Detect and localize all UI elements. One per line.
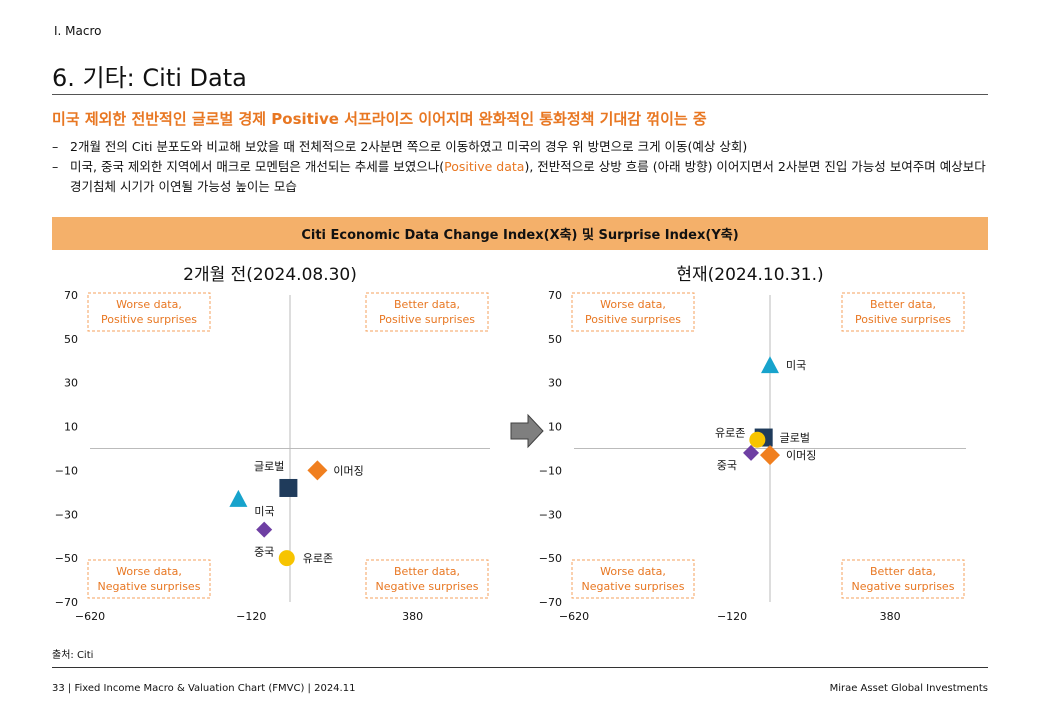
point-label: 미국 [254,505,274,518]
point-label: 중국 [717,459,737,472]
bullet-dash: – [52,159,59,174]
x-tick-label: 380 [880,610,901,623]
chart-title: 현재(2024.10.31.) [676,265,823,285]
quadrant-box [571,559,695,599]
y-tick-label: −50 [55,552,78,565]
point-marker [749,431,766,448]
page-title: 6. 기타: Citi Data [52,64,247,92]
quadrant-box [841,292,965,332]
quadrant-label: Negative surprises [98,580,201,593]
bullet-list: – 2개월 전의 Citi 분포도와 비교해 보았을 때 전체적으로 2사분면 … [52,137,992,197]
y-tick-label: −30 [55,508,78,521]
quadrant-box [365,559,489,599]
point-marker [229,489,248,507]
bullet-text-rest: ), 전반적으로 상방 흐름 (아래 방향) 이어지면서 2사분면 진입 가능성… [70,159,986,194]
chart-title: 2개월 전(2024.08.30) [183,265,357,285]
quadrant-label: Better data, [870,298,936,311]
citi-scatter-charts: 2개월 전(2024.08.30)70503010−10−30−50−70−62… [55,265,966,623]
x-tick-label: −620 [75,610,105,623]
quadrant-label: Worse data, [116,298,182,311]
quadrant-label: Positive surprises [101,313,197,326]
chart-banner: Citi Economic Data Change Index(X축) 및 Su… [52,217,988,250]
x-tick-label: −120 [717,610,747,623]
point-label: 중국 [254,546,274,559]
footer-left: 33 | Fixed Income Macro & Valuation Char… [52,683,356,694]
quadrant-box [365,292,489,332]
point-label: 유로존 [715,427,745,440]
quadrant-box [87,559,211,599]
bullet-item-1: – 2개월 전의 Citi 분포도와 비교해 보았을 때 전체적으로 2사분면 … [52,137,992,157]
point-marker [256,521,273,538]
x-tick-label: 380 [402,610,423,623]
point-marker [279,478,298,497]
point-marker [307,460,328,481]
quadrant-label: Positive surprises [585,313,681,326]
transition-arrow-icon [510,413,544,449]
title-divider [52,94,988,95]
quadrant-label: Worse data, [600,565,666,578]
y-tick-label: −70 [55,596,78,609]
point-marker [760,445,780,466]
y-tick-label: 70 [64,289,78,302]
point-marker [743,444,760,461]
quadrant-box [87,292,211,332]
y-tick-label: −70 [539,596,562,609]
y-tick-label: 70 [548,289,562,302]
quadrant-label: Worse data, [600,298,666,311]
point-label: 미국 [786,359,806,372]
quadrant-box [841,559,965,599]
footer-right: Mirae Asset Global Investments [829,683,988,694]
bullet-highlight: Positive data [444,159,525,174]
quadrant-box [571,292,695,332]
y-tick-label: −50 [539,552,562,565]
quadrant-label: Positive surprises [855,313,951,326]
section-label: I. Macro [54,24,102,38]
bullet-text: 2개월 전의 Citi 분포도와 비교해 보았을 때 전체적으로 2사분면 쪽으… [70,139,748,154]
y-tick-label: −30 [539,508,562,521]
bullet-text: 미국, 중국 제외한 지역에서 매크로 모멘텀은 개선되는 추세를 보였으나( [70,159,445,174]
y-tick-label: −10 [539,464,562,477]
point-label: 유로존 [303,552,333,565]
bullet-item-2: – 미국, 중국 제외한 지역에서 매크로 모멘텀은 개선되는 추세를 보였으나… [52,157,992,197]
y-tick-label: 30 [64,377,78,390]
quadrant-label: Better data, [394,565,460,578]
quadrant-label: Negative surprises [852,580,955,593]
point-label: 이머징 [786,449,816,462]
x-tick-label: −620 [559,610,589,623]
quadrant-label: Positive surprises [379,313,475,326]
source-note: 출처: Citi [52,650,94,661]
headline: 미국 제외한 전반적인 글로벌 경제 Positive 서프라이즈 이어지며 완… [52,110,707,128]
point-marker [278,550,295,567]
y-tick-label: 30 [548,377,562,390]
quadrant-label: Negative surprises [376,580,479,593]
point-label: 이머징 [333,464,363,477]
footer-divider [52,667,988,668]
bullet-dash: – [52,139,59,154]
point-marker [761,356,779,374]
point-label: 글로벌 [254,460,284,473]
y-tick-label: 50 [64,333,78,346]
y-tick-label: 10 [64,421,78,434]
y-tick-label: 10 [548,421,562,434]
x-tick-label: −120 [236,610,266,623]
quadrant-label: Better data, [870,565,936,578]
quadrant-label: Negative surprises [582,580,685,593]
quadrant-label: Better data, [394,298,460,311]
y-tick-label: 50 [548,333,562,346]
quadrant-label: Worse data, [116,565,182,578]
y-tick-label: −10 [55,464,78,477]
point-label: 글로벌 [780,432,810,445]
